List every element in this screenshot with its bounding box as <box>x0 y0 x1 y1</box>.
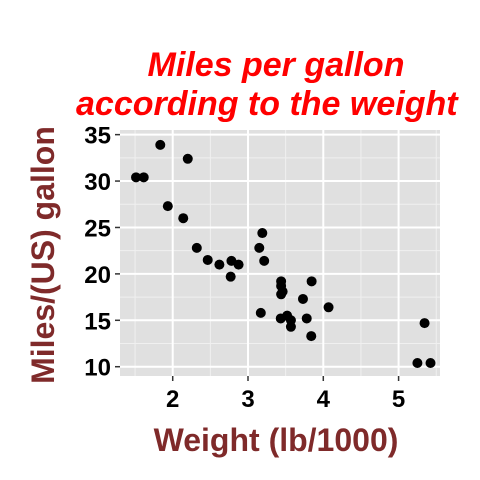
data-point <box>259 255 270 266</box>
data-point <box>225 271 236 282</box>
data-point <box>254 242 265 253</box>
y-tick-label: 30 <box>84 169 111 196</box>
data-point <box>214 259 225 270</box>
x-axis-title: Weight (lb/1000) <box>154 422 399 458</box>
y-axis-ticks: 10 15 20 25 30 35 <box>84 123 120 382</box>
data-points <box>131 139 436 369</box>
data-point <box>419 318 430 329</box>
data-point <box>297 293 308 304</box>
data-point <box>155 139 166 150</box>
data-point <box>412 358 423 369</box>
plot-panel <box>120 130 440 376</box>
data-point <box>178 213 189 224</box>
x-tick-label: 4 <box>317 386 331 413</box>
data-point <box>276 289 287 300</box>
data-point <box>191 242 202 253</box>
data-point <box>255 307 266 318</box>
data-point <box>301 313 312 324</box>
y-tick-label: 35 <box>84 123 111 150</box>
x-tick-label: 5 <box>392 386 405 413</box>
y-axis-title: Miles/(US) gallon <box>25 126 61 384</box>
data-point <box>306 276 317 287</box>
data-point <box>306 331 317 342</box>
x-axis-ticks: 2 3 4 5 <box>166 376 405 413</box>
data-point <box>131 172 142 183</box>
y-tick-label: 25 <box>84 215 111 242</box>
data-point <box>182 153 193 164</box>
y-tick-label: 10 <box>84 355 111 382</box>
data-point <box>323 302 334 313</box>
grid-major <box>120 130 440 376</box>
y-tick-label: 15 <box>84 308 111 335</box>
y-tick-label: 20 <box>84 262 111 289</box>
data-point <box>257 228 268 239</box>
chart-title-line-2: according to the weight <box>76 85 459 123</box>
data-point <box>275 313 286 324</box>
data-point <box>285 315 296 326</box>
data-point <box>425 358 436 369</box>
x-tick-label: 3 <box>241 386 254 413</box>
data-point <box>202 254 213 265</box>
data-point <box>226 255 237 266</box>
data-point <box>138 172 149 183</box>
x-tick-label: 2 <box>166 386 179 413</box>
data-point <box>162 201 173 212</box>
data-point <box>276 276 287 287</box>
chart-title-line-1: Miles per gallon <box>148 46 405 84</box>
